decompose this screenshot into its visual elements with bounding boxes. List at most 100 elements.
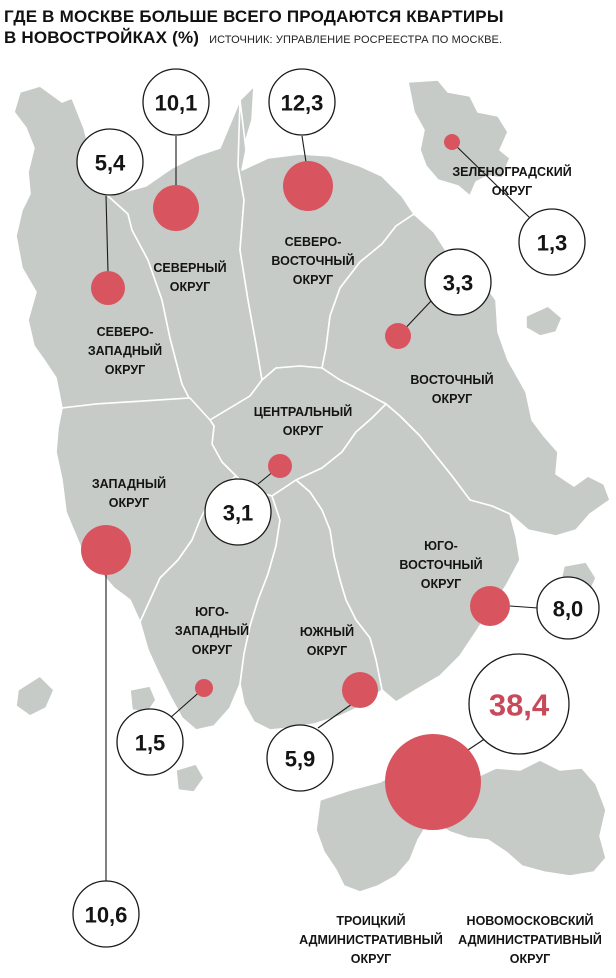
value-bubble-south: 5,9 (266, 724, 334, 792)
marker-north-west (91, 271, 125, 305)
label-line-south-1: ОКРУГ (307, 644, 347, 658)
title-line-2-text: В НОВОСТРОЙКАХ (%) (4, 28, 200, 47)
marker-central (268, 454, 292, 478)
label-line-zelenograd-1: ОКРУГ (492, 184, 532, 198)
value-bubble-central: 3,1 (204, 478, 272, 546)
label-novomoskovsky: НОВОМОСКОВСКИЙ АДМИНИСТРАТИВНЫЙ ОКРУГ (458, 913, 602, 966)
label-line-novomoskovsky-1: АДМИНИСТРАТИВНЫЙ (458, 932, 602, 947)
value-bubble-north: 10,1 (142, 68, 210, 136)
value-bubble-north-west: 5,4 (76, 128, 144, 196)
bubble-circle-east (424, 248, 492, 316)
bubble-circle-north-east (268, 68, 336, 136)
bubble-circle-zelenograd (518, 208, 586, 276)
region-zelenograd (407, 79, 511, 197)
label-line-south-east-0: ЮГО- (424, 539, 458, 553)
title-line-1: ГДЕ В МОСКВЕ БОЛЬШЕ ВСЕГО ПРОДАЮТСЯ КВАР… (4, 7, 504, 26)
label-east: ВОСТОЧНЫЙ ОКРУГ (410, 372, 493, 406)
label-north: СЕВЕРНЫЙ ОКРУГ (153, 260, 226, 294)
leader-lines (105, 135, 539, 882)
label-line-troitsky-0: ТРОИЦКИЙ (336, 913, 405, 928)
value-south-east: 8,0 (553, 597, 584, 622)
leader-line-novomoskovsky (467, 737, 487, 751)
marker-zelenograd (444, 134, 460, 150)
value-central: 3,1 (223, 501, 254, 526)
label-line-central-0: ЦЕНТРАЛЬНЫЙ (254, 404, 353, 419)
bubble-circle-south-east (536, 576, 600, 640)
label-line-west-0: ЗАПАДНЫЙ (92, 476, 166, 491)
label-line-south-west-1: ЗАПАДНЫЙ (175, 623, 249, 638)
label-line-north-west-1: ЗАПАДНЫЙ (88, 343, 162, 358)
value-bubbles: 10,1 12,3 5,4 1,3 3,3 3,1 10,6 8,0 1,5 5,9 38,4 (72, 68, 600, 948)
leader-line-south (317, 703, 353, 729)
region-islet-5 (175, 763, 205, 793)
value-markers (81, 134, 510, 830)
value-east: 3,3 (443, 271, 474, 296)
label-north-east: СЕВЕРО- ВОСТОЧНЫЙ ОКРУГ (271, 235, 354, 287)
source-note: ИСТОЧНИК: УПРАВЛЕНИЕ РОСРЕЕСТРА ПО МОСКВ… (209, 34, 503, 46)
value-bubble-east: 3,3 (424, 248, 492, 316)
value-novomoskovsky: 38,4 (489, 688, 550, 723)
marker-south (342, 672, 378, 708)
label-line-south-west-2: ОКРУГ (192, 643, 232, 657)
bubble-circle-central (204, 478, 272, 546)
region-south (239, 479, 383, 731)
value-north-east: 12,3 (281, 91, 324, 116)
value-bubble-novomoskovsky: 38,4 (468, 653, 570, 755)
label-line-south-east-2: ОКРУГ (421, 577, 461, 591)
value-bubble-south-west: 1,5 (116, 708, 184, 776)
value-zelenograd: 1,3 (537, 231, 568, 256)
label-line-north-east-1: ВОСТОЧНЫЙ (271, 253, 354, 268)
label-line-north-west-0: СЕВЕРО- (97, 325, 154, 339)
label-line-central-1: ОКРУГ (283, 424, 323, 438)
label-line-novomoskovsky-2: ОКРУГ (510, 952, 550, 966)
leader-line-south-east (509, 605, 539, 609)
label-south: ЮЖНЫЙ ОКРУГ (300, 624, 354, 658)
label-line-zelenograd-0: ЗЕЛЕНОГРАДСКИЙ (452, 164, 571, 179)
bubble-circle-south-west (116, 708, 184, 776)
label-troitsky: ТРОИЦКИЙ АДМИНИСТРАТИВНЫЙ ОКРУГ (299, 913, 443, 966)
region-islet-2 (129, 685, 157, 713)
marker-south-east (470, 586, 510, 626)
label-line-north-1: ОКРУГ (170, 280, 210, 294)
bubble-circle-west (72, 880, 140, 948)
label-line-south-west-0: ЮГО- (195, 605, 229, 619)
value-bubble-north-east: 12,3 (268, 68, 336, 136)
label-west: ЗАПАДНЫЙ ОКРУГ (92, 476, 166, 510)
value-north-west: 5,4 (95, 151, 126, 176)
bubble-circle-north-west (76, 128, 144, 196)
bubble-circle-novomoskovsky (468, 653, 570, 755)
title-line-2: В НОВОСТРОЙКАХ (%) ИСТОЧНИК: УПРАВЛЕНИЕ Р… (4, 27, 604, 51)
value-south: 5,9 (285, 747, 316, 772)
marker-west (81, 525, 131, 575)
label-line-north-west-2: ОКРУГ (105, 363, 145, 377)
value-south-west: 1,5 (135, 731, 166, 756)
bubble-circle-north (142, 68, 210, 136)
label-line-troitsky-2: ОКРУГ (351, 952, 391, 966)
label-line-north-0: СЕВЕРНЫЙ (153, 260, 226, 275)
label-line-east-1: ОКРУГ (432, 392, 472, 406)
marker-north (153, 185, 199, 231)
bubble-circle-south (266, 724, 334, 792)
region-islet-3 (525, 305, 563, 337)
leader-line-north-west (105, 195, 109, 273)
label-line-east-0: ВОСТОЧНЫЙ (410, 372, 493, 387)
label-line-west-1: ОКРУГ (109, 496, 149, 510)
label-line-troitsky-1: АДМИНИСТРАТИВНЫЙ (299, 932, 443, 947)
map-title: ГДЕ В МОСКВЕ БОЛЬШЕ ВСЕГО ПРОДАЮТСЯ КВАР… (4, 6, 604, 51)
value-west: 10,6 (85, 903, 128, 928)
value-bubble-south-east: 8,0 (536, 576, 600, 640)
value-north: 10,1 (155, 91, 198, 116)
leader-line-north-east (301, 135, 307, 163)
marker-east (385, 323, 411, 349)
value-bubble-zelenograd: 1,3 (518, 208, 586, 276)
label-south-east: ЮГО- ВОСТОЧНЫЙ ОКРУГ (399, 539, 482, 591)
label-line-north-east-0: СЕВЕРО- (285, 235, 342, 249)
region-east (321, 213, 611, 537)
value-bubble-west: 10,6 (72, 880, 140, 948)
marker-south-west (195, 679, 213, 697)
label-line-south-0: ЮЖНЫЙ (300, 624, 354, 639)
label-line-north-east-2: ОКРУГ (293, 273, 333, 287)
label-zelenograd: ЗЕЛЕНОГРАДСКИЙ ОКРУГ (452, 164, 571, 198)
